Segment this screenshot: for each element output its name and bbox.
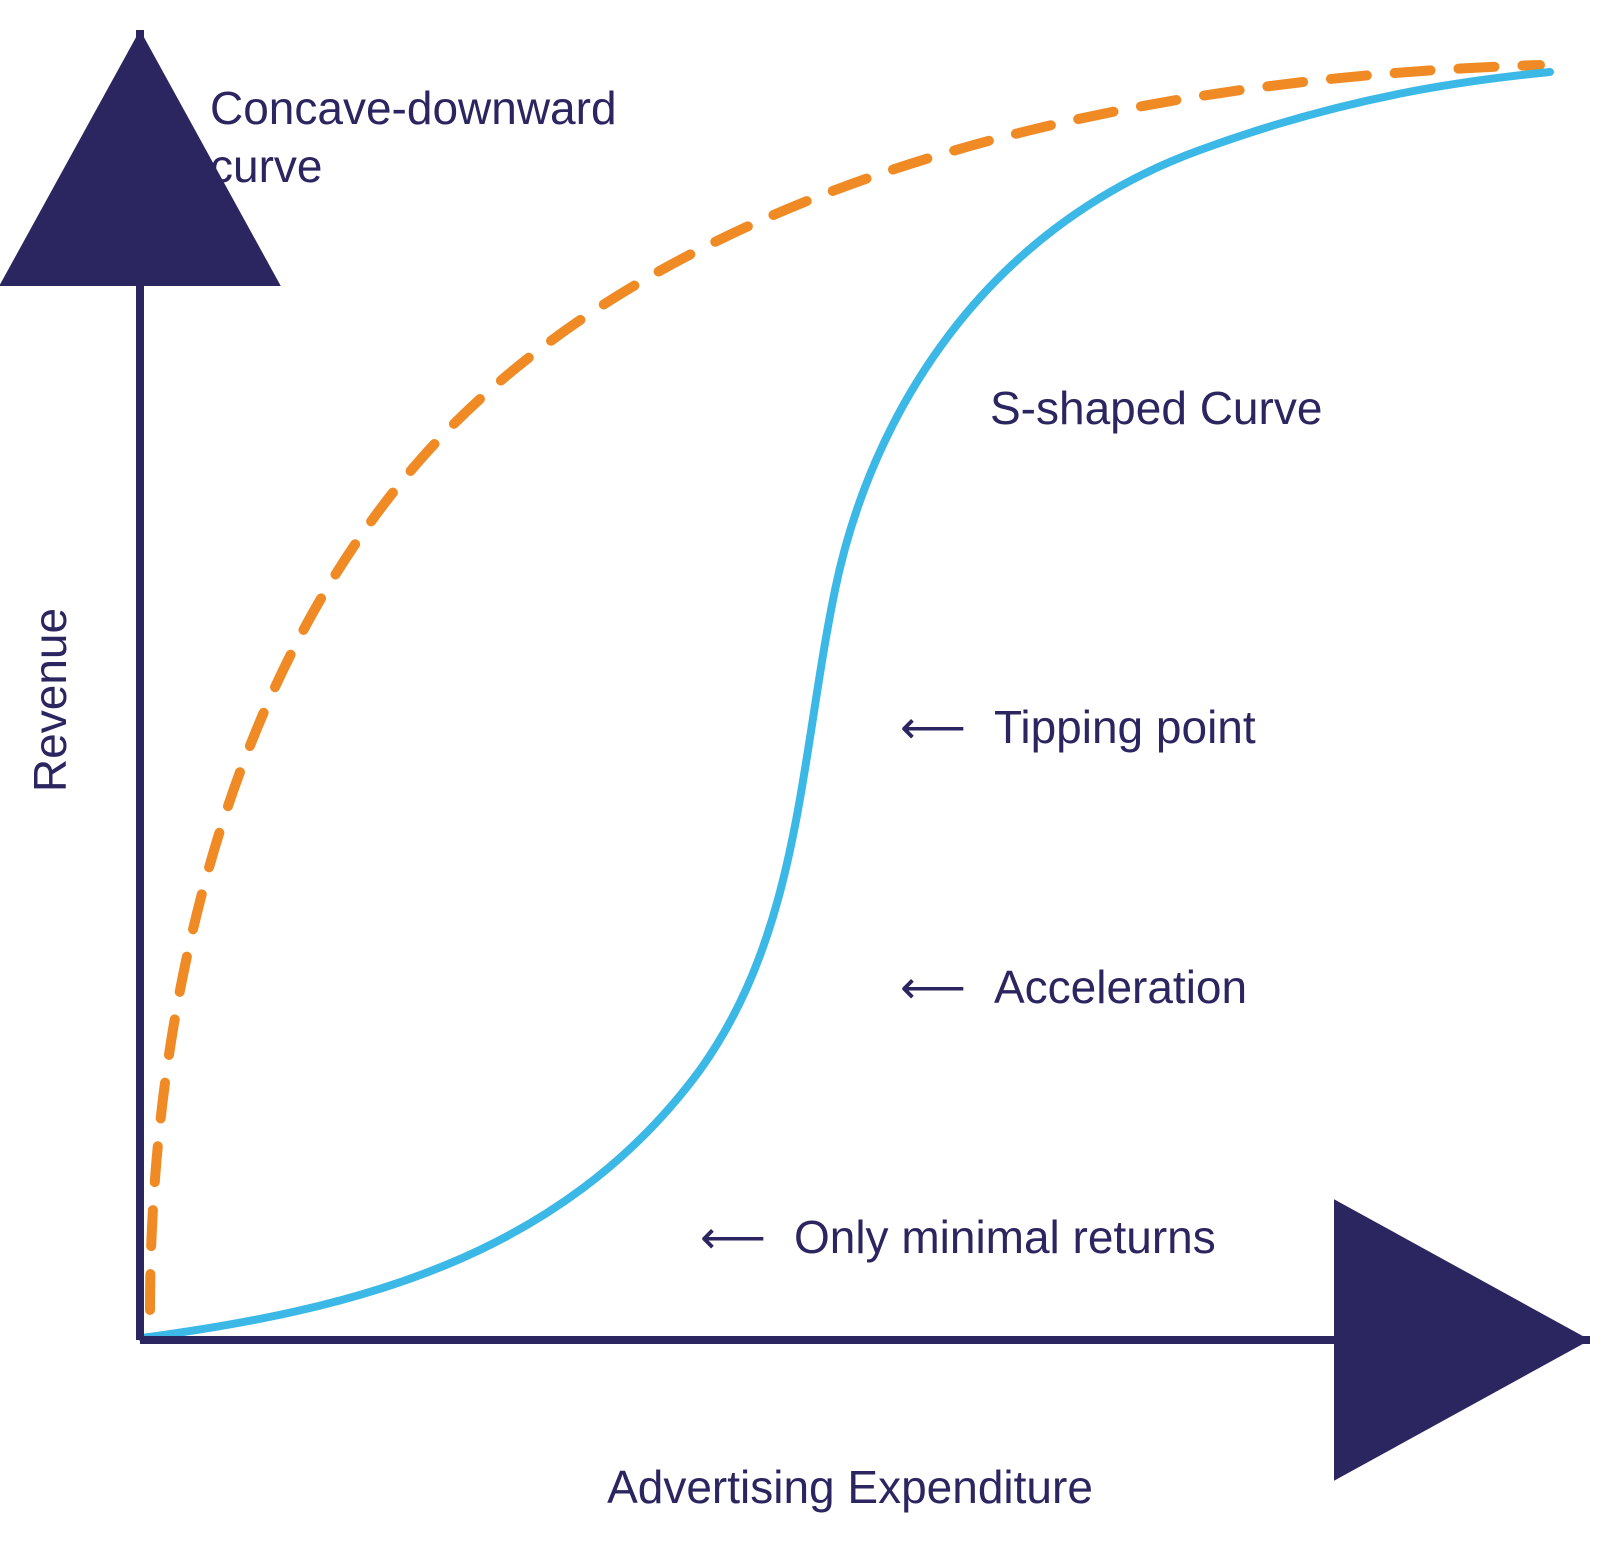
annotation-minimal-returns: ⟵ Only minimal returns [700, 1210, 1216, 1264]
annotation-acceleration-text: Acceleration [994, 960, 1247, 1014]
s-curve-label: S-shaped Curve [990, 380, 1322, 438]
annotation-tipping-text: Tipping point [994, 700, 1256, 754]
chart-svg [0, 0, 1623, 1548]
x-axis-label: Advertising Expenditure [607, 1460, 1093, 1514]
y-axis-label: Revenue [23, 608, 77, 792]
concave-label-line: curve [210, 140, 322, 192]
chart-container: Revenue Advertising Expenditure Concave-… [0, 0, 1623, 1548]
concave-label-line: Concave-downward [210, 82, 617, 134]
arrow-left-icon: ⟵ [900, 700, 964, 754]
concave-curve-label: Concave-downward curve [210, 80, 617, 195]
annotation-acceleration: ⟵ Acceleration [900, 960, 1247, 1014]
arrow-left-icon: ⟵ [700, 1210, 764, 1264]
s-shaped-curve [142, 72, 1550, 1338]
concave-downward-curve [150, 65, 1540, 1310]
annotation-minimal-text: Only minimal returns [794, 1210, 1216, 1264]
annotation-tipping-point: ⟵ Tipping point [900, 700, 1256, 754]
arrow-left-icon: ⟵ [900, 960, 964, 1014]
